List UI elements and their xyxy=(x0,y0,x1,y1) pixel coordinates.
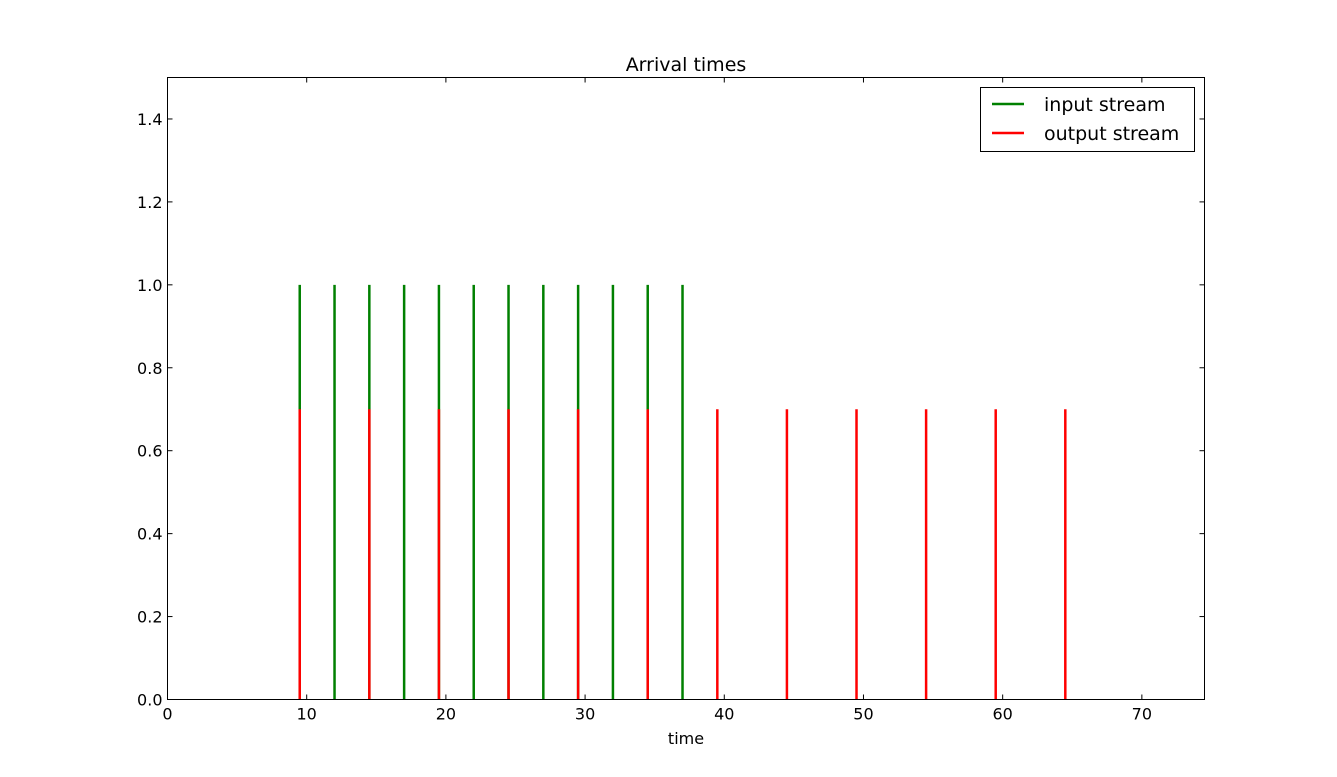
y-tick-label: 1.4 xyxy=(137,110,162,129)
chart-title: Arrival times xyxy=(626,54,747,76)
stems-layer xyxy=(298,284,1067,700)
legend-label-input-stream: input stream xyxy=(1044,94,1166,116)
y-tick-label: 1.0 xyxy=(137,276,162,295)
y-tick-label: 0.0 xyxy=(137,691,162,710)
y-tick-label: 1.2 xyxy=(137,193,162,212)
x-tick-label: 60 xyxy=(992,705,1012,724)
x-tick-label: 70 xyxy=(1132,705,1152,724)
x-axis-label: time xyxy=(668,729,704,748)
legend-label-output-stream: output stream xyxy=(1044,123,1179,145)
x-tick-label: 0 xyxy=(162,705,172,724)
ticks-layer xyxy=(167,77,1205,700)
x-tick-label: 10 xyxy=(297,705,317,724)
y-tick-label: 0.6 xyxy=(137,442,162,461)
x-tick-label: 30 xyxy=(575,705,595,724)
y-tick-label: 0.8 xyxy=(137,359,162,378)
x-tick-label: 50 xyxy=(853,705,873,724)
y-tick-label: 0.2 xyxy=(137,608,162,627)
y-tick-labels: 0.0 0.2 0.4 0.6 0.8 1.0 1.2 1.4 xyxy=(137,110,162,710)
x-tick-label: 40 xyxy=(714,705,734,724)
x-tick-label: 20 xyxy=(436,705,456,724)
legend-box xyxy=(980,87,1195,152)
x-tick-labels: 0 10 20 30 40 50 60 70 xyxy=(162,705,1152,724)
legend: input stream output stream xyxy=(980,87,1195,152)
plot-frame xyxy=(167,77,1205,700)
y-tick-label: 0.4 xyxy=(137,525,162,544)
